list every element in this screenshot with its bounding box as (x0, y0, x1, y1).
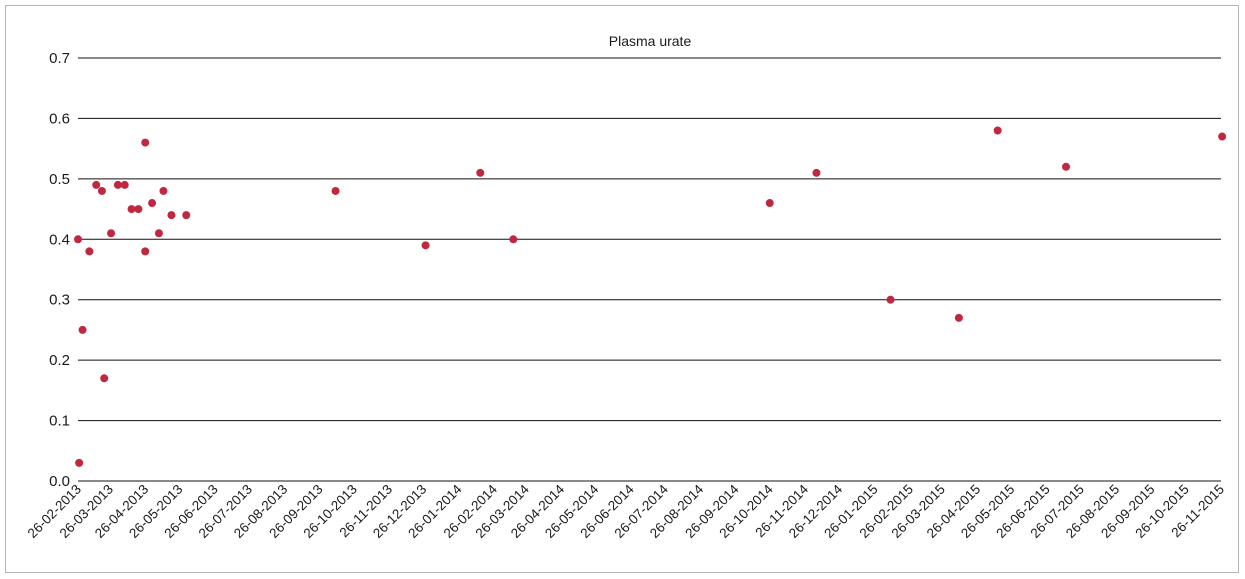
data-point (765, 199, 774, 208)
data-point (421, 241, 430, 250)
y-tick-label: 0.5 (49, 171, 70, 188)
data-point (993, 126, 1002, 135)
chart-title: Plasma urate (609, 33, 692, 49)
data-point (1062, 162, 1071, 171)
data-point (127, 205, 136, 214)
y-tick-label: 0.0 (49, 473, 70, 490)
data-point (509, 235, 518, 244)
data-point (85, 247, 94, 256)
data-point (120, 180, 129, 189)
data-point (331, 186, 340, 195)
data-point (92, 180, 101, 189)
data-point (107, 229, 116, 238)
data-point (141, 138, 150, 147)
data-point (954, 313, 963, 322)
y-tick-label: 0.2 (49, 352, 70, 369)
y-tick-label: 0.7 (49, 50, 70, 67)
data-point (182, 211, 191, 220)
data-point (812, 168, 821, 177)
data-point (141, 247, 150, 256)
data-points (74, 126, 1227, 467)
data-point (100, 374, 109, 383)
y-tick-label: 0.1 (49, 413, 70, 430)
data-point (167, 211, 176, 220)
data-point (1218, 132, 1227, 141)
chart-frame (5, 5, 1239, 573)
data-point (148, 199, 157, 208)
y-tick-label: 0.4 (49, 231, 70, 248)
data-point (476, 168, 485, 177)
data-point (154, 229, 163, 238)
data-point (74, 235, 82, 244)
data-point (78, 325, 87, 334)
grid-lines (78, 57, 1221, 482)
x-axis-ticks: 26-02-201326-03-201326-04-201326-05-2013… (25, 481, 1227, 541)
data-point (75, 458, 84, 467)
y-tick-label: 0.3 (49, 292, 70, 309)
data-point (886, 295, 895, 304)
data-point (159, 186, 168, 195)
data-point (97, 186, 106, 195)
y-tick-label: 0.6 (49, 110, 70, 127)
y-axis-ticks: 0.0 0.1 0.2 0.3 0.4 0.5 0.6 0.7 (49, 50, 70, 490)
data-point (113, 180, 122, 189)
data-point (134, 205, 143, 214)
